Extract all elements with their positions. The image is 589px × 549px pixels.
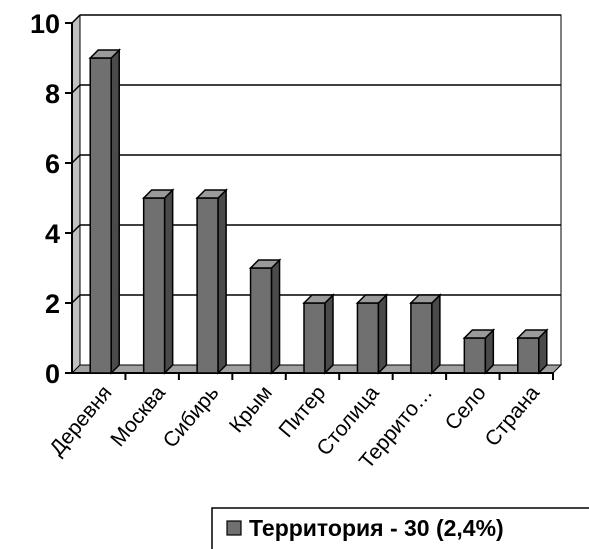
bar bbox=[462, 328, 496, 375]
x-tick-label: Крым bbox=[225, 381, 277, 437]
legend-entry: Территория - 30 (2,4%) bbox=[249, 515, 504, 541]
bar-side bbox=[377, 293, 388, 375]
y-tick-label: 10 bbox=[30, 9, 60, 39]
bar bbox=[355, 293, 389, 375]
bar-face bbox=[303, 302, 326, 374]
gridline-slant bbox=[71, 294, 81, 304]
bar-top bbox=[195, 189, 228, 199]
bar bbox=[409, 293, 442, 375]
bar-face bbox=[517, 337, 540, 374]
bar-face bbox=[356, 302, 380, 374]
legend-swatch bbox=[226, 520, 242, 536]
bar-top bbox=[302, 294, 335, 304]
bar-face bbox=[249, 267, 273, 374]
x-tick-label: Сибирь bbox=[159, 381, 224, 452]
legend-box bbox=[211, 507, 589, 549]
bar-top bbox=[515, 329, 549, 339]
bar bbox=[302, 293, 335, 375]
side-wall bbox=[72, 15, 80, 373]
legend: Территория - 30 (2,4%) bbox=[211, 507, 589, 549]
bar bbox=[515, 328, 549, 375]
gridline-slant bbox=[71, 14, 81, 24]
bar-face bbox=[89, 57, 112, 374]
x-tick-label: Москва bbox=[106, 381, 170, 451]
x-tick-label: Страна bbox=[481, 381, 545, 451]
bar-side bbox=[270, 258, 281, 375]
bars bbox=[88, 48, 549, 375]
bar bbox=[141, 188, 175, 375]
y-tick-label: 6 bbox=[45, 149, 60, 179]
bar bbox=[195, 188, 228, 375]
gridline-slant bbox=[71, 224, 81, 234]
bar-face bbox=[142, 197, 166, 374]
bar-face bbox=[463, 337, 487, 374]
bar-side bbox=[324, 293, 334, 375]
bar-face bbox=[196, 197, 219, 374]
y-tick-label: 2 bbox=[45, 289, 60, 319]
bar-top bbox=[355, 294, 389, 304]
y-tick-label: 0 bbox=[45, 359, 60, 389]
bar-face bbox=[410, 302, 433, 374]
bar-top bbox=[462, 329, 496, 339]
gridline-slant bbox=[71, 84, 81, 94]
bar-top bbox=[141, 189, 175, 199]
bar bbox=[88, 48, 122, 375]
y-tick-label: 8 bbox=[45, 79, 60, 109]
bar-side bbox=[217, 188, 227, 375]
gridline-slant bbox=[71, 154, 81, 164]
bar-side bbox=[431, 293, 441, 375]
bar-top bbox=[248, 259, 282, 269]
bar-top bbox=[409, 294, 442, 304]
bar-side bbox=[110, 48, 120, 375]
y-axis-tick-labels: 0 2 4 6 8 10 bbox=[30, 9, 60, 389]
bar-side bbox=[163, 188, 174, 375]
bar bbox=[248, 258, 282, 375]
x-tick-label: Село bbox=[441, 381, 491, 434]
y-tick-label: 4 bbox=[45, 219, 60, 249]
x-tick-label: Деревня bbox=[45, 381, 116, 460]
bar-top bbox=[88, 49, 122, 59]
